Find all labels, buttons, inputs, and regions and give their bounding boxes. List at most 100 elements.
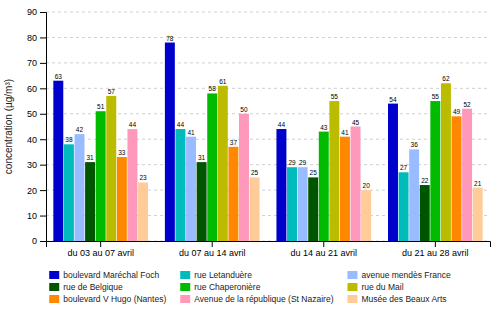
bar [430, 101, 440, 241]
bar [319, 132, 329, 241]
bar [276, 129, 286, 241]
tick: 0 [32, 236, 46, 246]
bar-series [127, 109, 472, 241]
data-label: 57 [108, 88, 116, 95]
bar [228, 147, 238, 241]
legend-swatch [347, 295, 357, 303]
data-label: 41 [187, 129, 195, 136]
data-label: 31 [198, 154, 206, 161]
data-label: 58 [209, 85, 217, 92]
bar [106, 96, 116, 241]
bar [329, 101, 339, 241]
bar [298, 167, 308, 241]
data-label: 36 [411, 141, 419, 148]
bar [75, 134, 85, 241]
legend-item: rue Letanduère [180, 270, 252, 280]
data-label: 37 [230, 139, 238, 146]
bar [186, 137, 196, 241]
data-label: 54 [389, 96, 397, 103]
data-label: 61 [219, 78, 227, 85]
grid-line [46, 37, 490, 38]
data-label: 44 [177, 121, 185, 128]
tick-label: 80 [27, 33, 37, 43]
legend-label: Musée des Beaux Arts [361, 294, 446, 304]
data-label: 25 [310, 169, 318, 176]
data-label: 55 [331, 93, 339, 100]
grid-line [46, 62, 490, 63]
legend-swatch [180, 283, 190, 291]
tick-mark [100, 241, 101, 247]
tick-label: du 14 au 21 avril [291, 248, 358, 258]
bar [250, 177, 260, 241]
tick-mark [212, 241, 213, 247]
legend-item: rue de Belgique [49, 282, 123, 292]
legend-swatch [49, 295, 59, 303]
bar [117, 157, 127, 241]
tick-mark [40, 216, 46, 217]
bar [53, 81, 63, 241]
legend-item: boulevard V Hugo (Nantes) [49, 294, 166, 304]
tick-mark [40, 114, 46, 115]
data-label: 27 [400, 164, 408, 171]
data-label: 63 [55, 73, 63, 80]
bar [239, 114, 249, 241]
data-label: 51 [97, 103, 105, 110]
legend-item: boulevard Maréchal Foch [49, 270, 159, 280]
tick-mark [40, 165, 46, 166]
tick: 20 [27, 185, 46, 195]
legend-swatch [180, 295, 190, 303]
data-labels: 6378445438442927424129363131252251584355… [55, 35, 482, 190]
data-label: 42 [76, 126, 84, 133]
tick-mark [40, 190, 46, 191]
bar [361, 190, 371, 241]
axis-line [40, 13, 47, 242]
data-label: 52 [463, 101, 471, 108]
data-label: 49 [453, 108, 461, 115]
data-label: 21 [474, 180, 482, 187]
tick-mark [40, 241, 46, 242]
bar-series [106, 83, 451, 241]
chart-container: 6378445438442927424129363131252251584355… [0, 0, 500, 311]
tick: du 03 au 07 avril [67, 241, 134, 258]
legend-swatch [180, 271, 190, 279]
x-axis: du 03 au 07 avrildu 07 au 14 avrildu 14 … [47, 241, 491, 258]
tick: du 21 au 28 avril [402, 241, 469, 258]
bar [340, 137, 350, 241]
data-label: 23 [139, 174, 147, 181]
bar [308, 177, 318, 241]
data-label: 62 [442, 75, 450, 82]
y-axis: 0102030405060708090 [27, 7, 47, 246]
tick-mark [40, 63, 46, 64]
grid-line [46, 12, 490, 13]
data-label: 43 [320, 124, 328, 131]
data-label: 29 [299, 159, 307, 166]
tick-label: 10 [27, 211, 37, 221]
data-label: 44 [129, 121, 137, 128]
bar-series [96, 93, 441, 241]
legend-item: avenue mendès France [347, 270, 451, 280]
bar [452, 116, 462, 241]
legend-item: rue du Mail [347, 282, 403, 292]
bars [53, 43, 482, 241]
legend-label: boulevard Maréchal Foch [63, 270, 159, 280]
bar [138, 182, 148, 241]
data-label: 55 [432, 93, 440, 100]
bar [197, 162, 207, 241]
bar [388, 104, 398, 241]
legend: boulevard Maréchal Foch rue Letanduère ave… [49, 270, 451, 304]
bar [85, 162, 95, 241]
tick-label: 90 [27, 7, 37, 17]
legend-label: rue Letanduère [194, 270, 252, 280]
data-label: 41 [341, 129, 349, 136]
data-label: 22 [421, 177, 429, 184]
bar [441, 83, 451, 241]
tick: 70 [27, 58, 46, 68]
bar [165, 43, 175, 241]
tick-label: du 03 au 07 avril [67, 248, 134, 258]
data-label: 31 [86, 154, 94, 161]
tick-mark [40, 88, 46, 89]
legend-label: rue de Belgique [63, 282, 123, 292]
bar [462, 109, 472, 241]
bar-series [117, 116, 462, 241]
tick: 60 [27, 84, 46, 94]
